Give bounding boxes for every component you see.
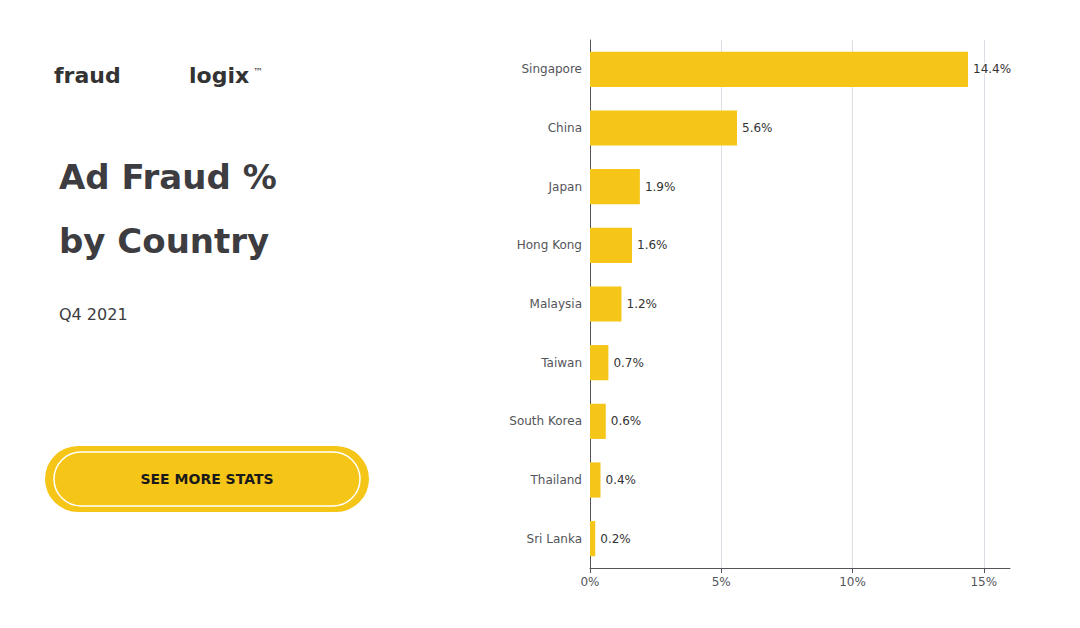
svg-text:0.7%: 0.7% [613, 356, 644, 370]
svg-text:by Country: by Country [59, 221, 269, 261]
svg-text:10%: 10% [839, 575, 866, 589]
svg-text:5%: 5% [712, 575, 731, 589]
svg-text:South Korea: South Korea [509, 414, 582, 428]
svg-text:0.4%: 0.4% [606, 473, 637, 487]
svg-text:Malaysia: Malaysia [530, 297, 582, 311]
svg-text:Hong Kong: Hong Kong [517, 238, 582, 252]
svg-text:logix: logix [189, 63, 249, 88]
svg-text:SEE MORE STATS: SEE MORE STATS [140, 471, 273, 487]
svg-text:Q4 2021: Q4 2021 [59, 305, 128, 324]
svg-text:0.2%: 0.2% [600, 532, 631, 546]
svg-text:Singapore: Singapore [521, 62, 582, 76]
svg-text:1.2%: 1.2% [627, 297, 658, 311]
svg-text:™: ™ [253, 66, 263, 77]
svg-text:Ad Fraud %: Ad Fraud % [59, 157, 277, 197]
svg-text:Taiwan: Taiwan [540, 356, 582, 370]
svg-text:China: China [548, 121, 582, 135]
svg-text:15%: 15% [970, 575, 997, 589]
svg-text:1.9%: 1.9% [645, 180, 676, 194]
svg-text:fraud: fraud [54, 63, 121, 88]
svg-text:5.6%: 5.6% [742, 121, 773, 135]
svg-text:14.4%: 14.4% [973, 62, 1011, 76]
svg-text:0.6%: 0.6% [611, 414, 642, 428]
svg-text:Sri Lanka: Sri Lanka [527, 532, 582, 546]
svg-text:Thailand: Thailand [529, 473, 582, 487]
svg-text:Japan: Japan [548, 180, 582, 194]
svg-text:0%: 0% [580, 575, 599, 589]
svg-text:1.6%: 1.6% [637, 238, 668, 252]
